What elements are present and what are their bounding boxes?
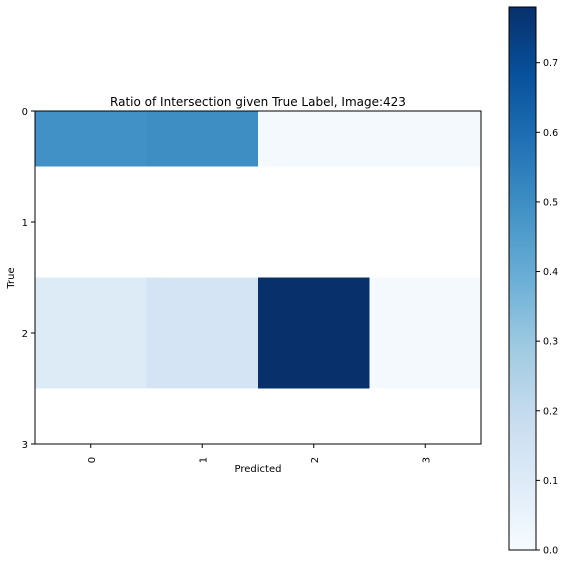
heatmap-cell	[258, 111, 370, 167]
x-tick-label: 1	[198, 457, 209, 463]
colorbar	[508, 6, 537, 551]
colorbar-tick-label: 0.3	[543, 337, 558, 348]
heatmap-cell	[146, 277, 259, 389]
colorbar-tick-label: 0.4	[543, 267, 558, 278]
y-tick-label: 2	[22, 329, 28, 340]
heatmap-cell	[369, 111, 482, 167]
heatmap-cells	[35, 111, 482, 389]
heatmap-cell	[35, 277, 147, 389]
colorbar-tick-label: 0.5	[543, 197, 558, 208]
x-axis-ticks: 0 1 2 3	[87, 444, 432, 463]
colorbar-ticks: 0.0 0.1 0.2 0.3 0.4 0.5 0.6 0.7	[536, 58, 558, 557]
x-tick-label: 2	[310, 457, 321, 463]
chart-title: Ratio of Intersection given True Label, …	[110, 95, 406, 109]
y-tick-label: 0	[22, 107, 28, 118]
heatmap-cell	[369, 277, 482, 389]
x-tick-label: 3	[421, 457, 432, 463]
colorbar-tick-label: 0.1	[543, 476, 558, 487]
x-axis-label: Predicted	[235, 464, 282, 475]
colorbar-tick-label: 0.7	[543, 58, 558, 69]
colorbar-tick-label: 0.2	[543, 406, 558, 417]
heatmap-cell	[258, 277, 370, 389]
y-tick-label: 3	[22, 440, 28, 451]
colorbar-tick-label: 0.6	[543, 128, 558, 139]
plot-frame	[34, 110, 482, 445]
colorbar-tick-label: 0.0	[543, 546, 558, 557]
y-axis-ticks: 0 1 2 3	[22, 107, 35, 451]
heatmap-cell	[146, 111, 259, 167]
heatmap-cell	[35, 111, 147, 167]
x-tick-label: 0	[87, 457, 98, 463]
y-axis-label: True	[6, 267, 17, 289]
y-tick-label: 1	[22, 218, 28, 229]
